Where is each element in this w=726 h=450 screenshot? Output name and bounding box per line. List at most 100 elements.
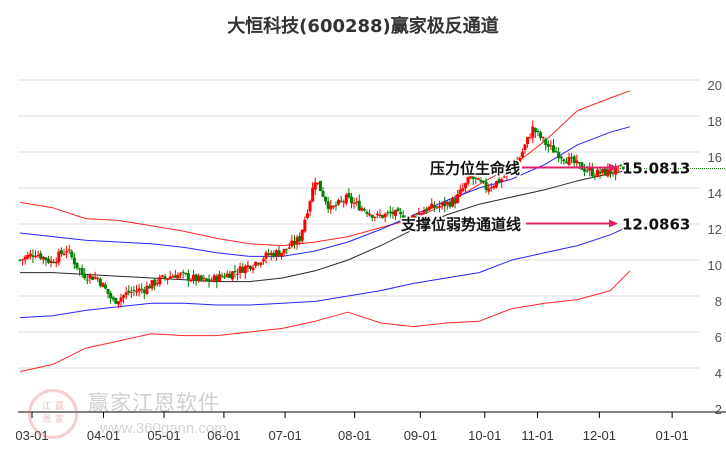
candle-body xyxy=(184,273,188,275)
candle-body xyxy=(62,253,66,255)
candle-body xyxy=(321,190,325,197)
candle-body xyxy=(331,205,335,208)
candle-body xyxy=(57,251,61,263)
candle-body xyxy=(210,280,214,282)
candle-body xyxy=(166,278,170,280)
x-tick-label: 12-01 xyxy=(583,428,616,443)
candle-body xyxy=(432,204,436,208)
channel-line xyxy=(19,270,631,373)
candle-body xyxy=(155,283,159,285)
candle-body xyxy=(608,170,612,174)
candle-body xyxy=(98,278,102,286)
candle-body xyxy=(256,263,260,265)
annotations: 压力位生命线 15.0813 支撑位弱势通道线 12.0863 xyxy=(398,158,726,235)
candle-body xyxy=(311,187,315,202)
candle-body xyxy=(360,208,364,211)
candle-body xyxy=(541,137,545,139)
channel-bands xyxy=(19,90,631,373)
candle-body xyxy=(590,167,594,177)
candle-body xyxy=(520,151,524,158)
candle-body xyxy=(300,229,304,241)
candle-body xyxy=(127,290,131,293)
candle-body xyxy=(489,187,493,189)
candle-body xyxy=(339,200,343,202)
y-tick-label: 8 xyxy=(715,294,722,309)
candle-body xyxy=(583,168,587,172)
x-tick-label: 05-01 xyxy=(147,428,180,443)
candle-body xyxy=(461,188,465,191)
x-tick-label: 06-01 xyxy=(207,428,240,443)
candle-body xyxy=(116,301,120,305)
candle-body xyxy=(287,247,291,249)
candle-body xyxy=(337,199,341,205)
candle-body xyxy=(197,275,201,281)
candle-body xyxy=(272,252,276,257)
candle-body xyxy=(269,252,273,256)
candle-body xyxy=(67,249,71,251)
channel-line xyxy=(19,90,631,247)
x-axis: 03-01 04-01 05-01 06-01 07-01 08-01 09-01 10-01… xyxy=(15,411,726,443)
candle-body xyxy=(575,160,579,164)
candle-body xyxy=(443,200,447,207)
candle-body xyxy=(391,211,395,215)
candle-body xyxy=(91,276,95,280)
candle-body xyxy=(533,128,537,133)
candle-body xyxy=(492,185,496,189)
candle-body xyxy=(293,240,297,245)
candle-body xyxy=(238,266,242,273)
candle-body xyxy=(137,288,141,292)
candle-body xyxy=(23,256,27,260)
x-tick-label: 10-01 xyxy=(468,428,501,443)
candle-body xyxy=(21,259,25,261)
candle-body xyxy=(46,258,50,263)
candle-body xyxy=(215,275,219,283)
candle-body xyxy=(282,248,286,254)
candle-body xyxy=(510,168,514,171)
candle-body xyxy=(355,201,359,203)
candle-body xyxy=(427,206,431,211)
y-tick-label: 14 xyxy=(708,186,722,201)
candle-body xyxy=(147,285,151,289)
candle-body xyxy=(41,256,45,260)
candle-body xyxy=(88,274,92,279)
support-value: 12.0863 xyxy=(622,215,690,233)
candle-body xyxy=(611,172,615,174)
candle-body xyxy=(396,208,400,212)
candle-body xyxy=(194,274,198,282)
candle-body xyxy=(274,250,278,257)
candle-body xyxy=(168,276,172,279)
candle-body xyxy=(298,236,302,242)
candle-body xyxy=(179,273,183,275)
candle-body xyxy=(142,289,146,293)
candle-body xyxy=(119,297,123,302)
chart-title: 大恒科技(600288)赢家极反通道 xyxy=(227,16,499,37)
candle-body xyxy=(52,261,56,263)
candle-body xyxy=(308,201,312,212)
arrow-head-icon xyxy=(609,219,618,228)
candle-body xyxy=(466,177,470,184)
candle-body xyxy=(577,162,581,164)
x-tick-label: 08-01 xyxy=(338,428,371,443)
candle-body xyxy=(526,137,530,145)
x-tick-label: 03-01 xyxy=(15,428,48,443)
candle-body xyxy=(419,213,423,215)
y-axis: 2 4 6 8 10 12 14 16 18 20 xyxy=(708,78,722,417)
channel-line xyxy=(20,169,631,283)
candle-body xyxy=(518,157,522,163)
candle-body xyxy=(580,162,584,170)
candle-body xyxy=(606,169,610,177)
candle-body xyxy=(217,274,221,282)
y-tick-label: 20 xyxy=(708,78,722,93)
candle-body xyxy=(368,213,372,216)
candle-body xyxy=(375,213,379,216)
candle-body xyxy=(277,250,281,256)
gridlines xyxy=(18,79,700,369)
candle-body xyxy=(241,267,245,273)
candle-body xyxy=(471,176,475,180)
candle-body xyxy=(305,213,309,218)
candle-body xyxy=(303,219,307,232)
candle-body xyxy=(422,210,426,215)
candle-body xyxy=(49,260,53,264)
candle-body xyxy=(163,276,167,279)
